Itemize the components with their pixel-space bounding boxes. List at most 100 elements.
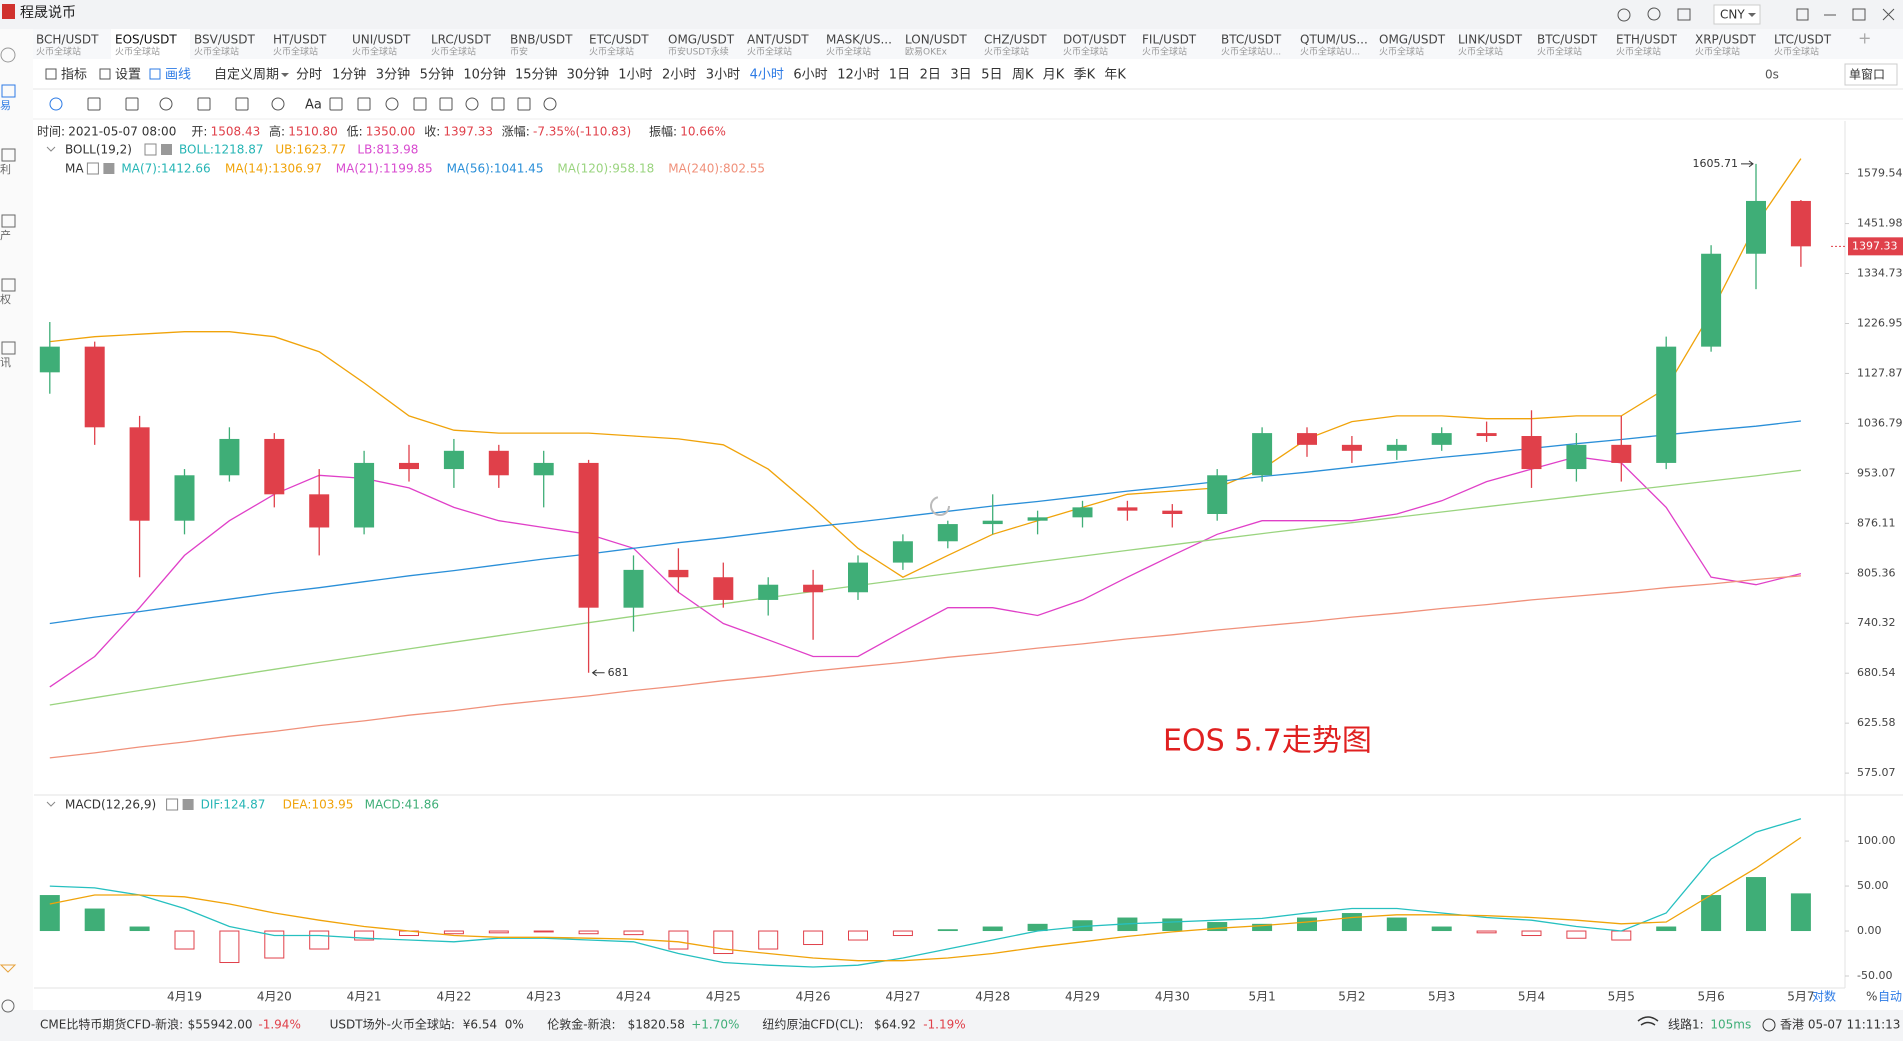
draw-tool[interactable] (235, 97, 249, 111)
axis-option[interactable]: 对数 (1812, 989, 1836, 1004)
add-tab[interactable]: + (1858, 29, 1871, 48)
interval[interactable]: 5分钟 (420, 67, 454, 83)
tab-symbol[interactable]: HT/USDT (273, 33, 327, 47)
tab-symbol[interactable]: BSV/USDT (194, 33, 256, 47)
tab-exchange[interactable]: 火币全球站 (1695, 46, 1740, 58)
tab-exchange[interactable]: 币安 (510, 46, 528, 58)
tab-exchange[interactable]: 火币全球站U... (1300, 46, 1360, 58)
draw-tool[interactable] (159, 97, 173, 111)
tab-symbol[interactable]: DOT/USDT (1063, 33, 1127, 47)
currency[interactable]: CNY (1720, 8, 1745, 22)
tab-symbol[interactable]: BTC/USDT (1537, 33, 1598, 47)
tab-exchange[interactable]: 火币全球站 (194, 46, 239, 58)
draw-tool[interactable] (465, 97, 479, 111)
restore-icon[interactable] (1796, 8, 1809, 21)
legend-settings[interactable] (144, 143, 157, 156)
tab-symbol[interactable]: CHZ/USDT (984, 33, 1047, 47)
interval[interactable]: 分时 (296, 68, 322, 83)
sidebar-icon[interactable] (1, 278, 16, 292)
draw-tool[interactable] (491, 97, 505, 111)
draw-tool[interactable] (543, 97, 557, 111)
legend-collapse[interactable] (46, 146, 56, 152)
shirt-icon[interactable] (1677, 8, 1691, 21)
search-icon[interactable] (1647, 7, 1661, 21)
legend-settings[interactable] (166, 798, 179, 811)
toolbar-button[interactable]: 画线 (165, 68, 191, 83)
text-tool[interactable]: Aa (305, 98, 322, 113)
tab-symbol[interactable]: MASK/US... (826, 33, 892, 47)
interval[interactable]: 30分钟 (567, 67, 610, 83)
toolbar-button[interactable]: 指标 (61, 68, 87, 83)
draw-tool[interactable] (385, 97, 399, 111)
tab-exchange[interactable]: 火币全球站 (747, 46, 792, 58)
tab-exchange[interactable]: 火币全球站 (431, 46, 476, 58)
tab-exchange[interactable]: 欧易OKEx (905, 46, 948, 58)
custom-period[interactable]: 自定义周期 (214, 68, 279, 83)
tab-symbol[interactable]: BCH/USDT (36, 33, 99, 47)
tab-symbol[interactable]: LON/USDT (905, 33, 967, 47)
tab-exchange[interactable]: 火币全球站 (1063, 46, 1108, 58)
interval[interactable]: 季K (1074, 68, 1096, 83)
currency-select[interactable] (1713, 4, 1761, 25)
draw-tool[interactable] (413, 97, 427, 111)
tab-symbol[interactable]: UNI/USDT (352, 33, 411, 47)
tab-symbol[interactable]: BNB/USDT (510, 33, 573, 47)
interval[interactable]: 月K (1043, 68, 1065, 83)
interval[interactable]: 6小时 (793, 68, 827, 83)
tab-exchange[interactable]: 火币全球站 (1458, 46, 1503, 58)
interval[interactable]: 2日 (920, 68, 941, 83)
interval[interactable]: 3分钟 (376, 67, 410, 83)
tab-symbol[interactable]: BTC/USDT (1221, 33, 1282, 47)
tab-exchange[interactable]: 火币全球站 (273, 46, 318, 58)
tab-exchange[interactable]: 火币全球站 (984, 46, 1029, 58)
window-select[interactable] (1844, 63, 1898, 86)
tab-symbol[interactable]: EOS/USDT (115, 33, 177, 47)
tab-symbol[interactable]: FIL/USDT (1142, 33, 1197, 47)
axis-option[interactable]: % (1866, 990, 1877, 1004)
toolbar-button[interactable]: 设置 (115, 68, 141, 83)
tab-symbol[interactable]: QTUM/US... (1300, 33, 1368, 47)
tab-exchange[interactable]: 火币全球站 (115, 46, 160, 58)
draw-tool[interactable] (271, 97, 285, 111)
tab-exchange[interactable]: 火币全球站U... (1221, 46, 1281, 58)
tab-exchange[interactable]: 火币全球站 (589, 46, 634, 58)
tab-exchange[interactable]: 币安USDT永续 (668, 46, 729, 58)
sidebar-icon[interactable] (1, 148, 16, 162)
close-icon[interactable] (1882, 8, 1895, 21)
interval[interactable]: 周K (1012, 68, 1034, 83)
tab-exchange[interactable]: 火币全球站 (36, 46, 81, 58)
draw-tool[interactable] (197, 97, 211, 111)
tab-symbol[interactable]: LTC/USDT (1774, 33, 1832, 47)
tab-exchange[interactable]: 火币全球站 (826, 46, 871, 58)
legend-close[interactable] (161, 144, 172, 155)
interval[interactable]: 年K (1104, 68, 1126, 83)
tab-exchange[interactable]: 火币全球站 (1616, 46, 1661, 58)
tab-exchange[interactable]: 火币全球站 (352, 46, 397, 58)
draw-tool[interactable] (439, 97, 453, 111)
interval[interactable]: 1日 (889, 68, 910, 83)
draw-tool[interactable] (49, 97, 63, 111)
sidebar-icon[interactable] (1, 214, 16, 228)
tab-symbol[interactable]: LINK/USDT (1458, 33, 1523, 47)
tab-exchange[interactable]: 火币全球站 (1379, 46, 1424, 58)
window-mode[interactable]: 单窗口 (1849, 68, 1885, 82)
interval[interactable]: 2小时 (662, 68, 696, 83)
interval[interactable]: 1小时 (618, 68, 652, 83)
interval[interactable]: 4小时 (750, 68, 784, 83)
interval[interactable]: 1分钟 (332, 67, 366, 83)
tab-symbol[interactable]: ETH/USDT (1616, 33, 1678, 47)
tab-symbol[interactable]: OMG/USDT (1379, 33, 1446, 47)
legend-close[interactable] (103, 163, 115, 174)
sidebar-icon[interactable] (1, 84, 16, 98)
draw-tool[interactable] (517, 97, 531, 111)
tab-symbol[interactable]: XRP/USDT (1695, 33, 1756, 47)
interval[interactable]: 12小时 (837, 68, 880, 83)
interval[interactable]: 15分钟 (515, 67, 558, 83)
draw-tool[interactable] (357, 97, 371, 111)
tab-symbol[interactable]: ANT/USDT (747, 33, 809, 47)
draw-tool[interactable] (87, 97, 101, 111)
tab-exchange[interactable]: 火币全球站 (1774, 46, 1819, 58)
tab-symbol[interactable]: ETC/USDT (589, 33, 649, 47)
draw-tool[interactable] (125, 97, 139, 111)
tab-exchange[interactable]: 火币全球站 (1537, 46, 1582, 58)
